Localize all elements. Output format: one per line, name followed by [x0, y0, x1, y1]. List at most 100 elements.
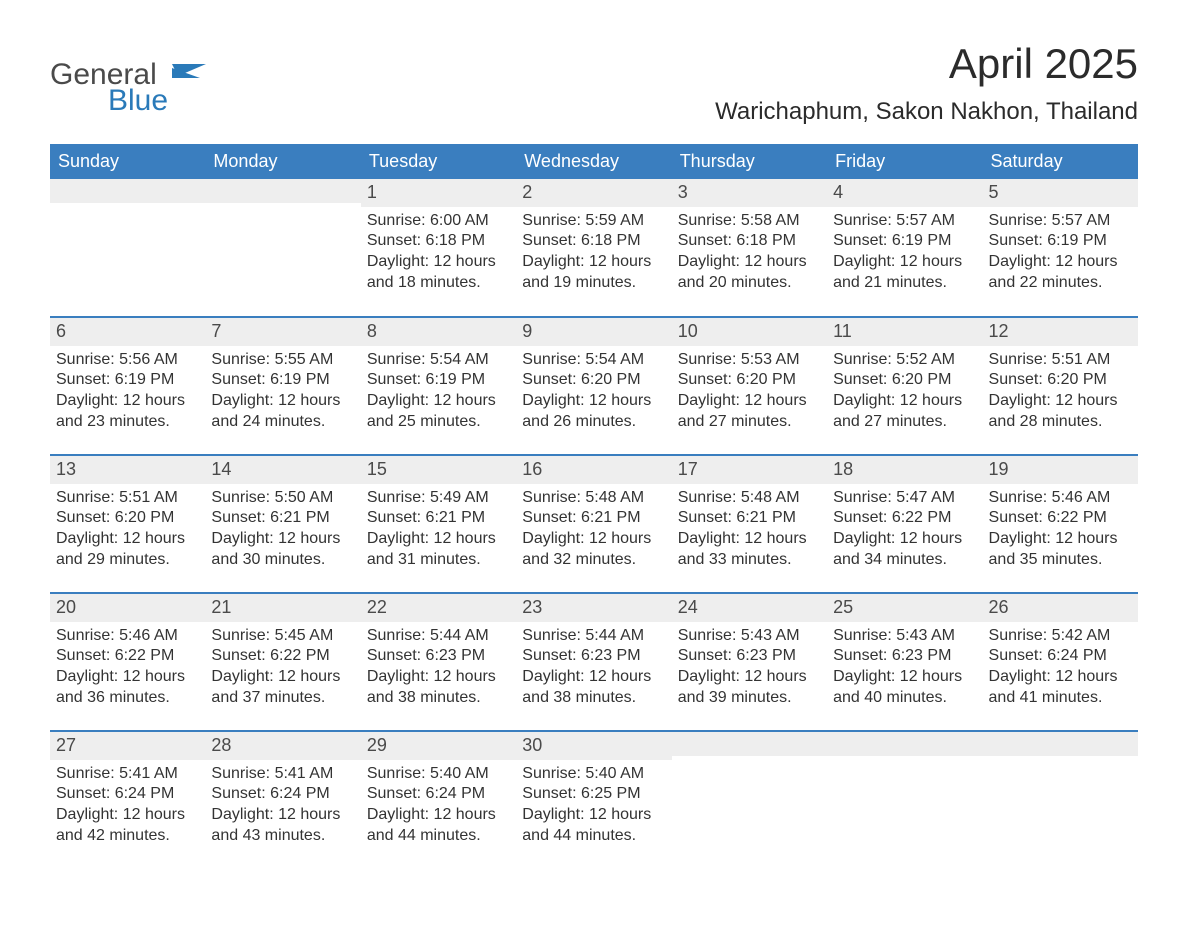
day-number: 25 [827, 594, 982, 622]
day-number: 13 [50, 456, 205, 484]
day-details: Sunrise: 5:44 AMSunset: 6:23 PMDaylight:… [361, 622, 516, 713]
day-number: 28 [205, 732, 360, 760]
sunrise-line: Sunrise: 5:52 AM [833, 350, 976, 371]
calendar-day-cell: 28Sunrise: 5:41 AMSunset: 6:24 PMDayligh… [205, 731, 360, 869]
day-details: Sunrise: 5:42 AMSunset: 6:24 PMDaylight:… [983, 622, 1138, 713]
sunset-line: Sunset: 6:18 PM [367, 231, 510, 252]
daylight-line-1: Daylight: 12 hours [833, 529, 976, 550]
daylight-line-1: Daylight: 12 hours [367, 667, 510, 688]
brand-word-2: Blue [50, 86, 168, 116]
page-header: General Blue April 2025 Warichaphum, Sak… [50, 40, 1138, 126]
daylight-line-1: Daylight: 12 hours [56, 805, 199, 826]
sunset-line: Sunset: 6:19 PM [367, 370, 510, 391]
calendar-table: Sunday Monday Tuesday Wednesday Thursday… [50, 144, 1138, 869]
flag-icon [172, 64, 206, 93]
sunrise-line: Sunrise: 5:59 AM [522, 211, 665, 232]
day-number: 27 [50, 732, 205, 760]
daylight-line-2: and 19 minutes. [522, 273, 665, 294]
daylight-line-2: and 38 minutes. [367, 688, 510, 709]
daylight-line-2: and 36 minutes. [56, 688, 199, 709]
day-number: 21 [205, 594, 360, 622]
calendar-day-cell: 14Sunrise: 5:50 AMSunset: 6:21 PMDayligh… [205, 455, 360, 593]
day-number: 12 [983, 318, 1138, 346]
day-details: Sunrise: 5:50 AMSunset: 6:21 PMDaylight:… [205, 484, 360, 575]
day-details: Sunrise: 5:47 AMSunset: 6:22 PMDaylight:… [827, 484, 982, 575]
calendar-page: General Blue April 2025 Warichaphum, Sak… [0, 0, 1188, 929]
sunrise-line: Sunrise: 5:54 AM [367, 350, 510, 371]
calendar-day-cell: 13Sunrise: 5:51 AMSunset: 6:20 PMDayligh… [50, 455, 205, 593]
daylight-line-2: and 32 minutes. [522, 550, 665, 571]
day-details: Sunrise: 5:52 AMSunset: 6:20 PMDaylight:… [827, 346, 982, 437]
day-details: Sunrise: 5:58 AMSunset: 6:18 PMDaylight:… [672, 207, 827, 298]
sunset-line: Sunset: 6:18 PM [522, 231, 665, 252]
daylight-line-1: Daylight: 12 hours [367, 529, 510, 550]
calendar-day-cell: 1Sunrise: 6:00 AMSunset: 6:18 PMDaylight… [361, 179, 516, 317]
daylight-line-2: and 41 minutes. [989, 688, 1132, 709]
sunrise-line: Sunrise: 5:46 AM [56, 626, 199, 647]
month-title: April 2025 [715, 40, 1138, 88]
day-details: Sunrise: 5:40 AMSunset: 6:25 PMDaylight:… [516, 760, 671, 851]
sunset-line: Sunset: 6:20 PM [522, 370, 665, 391]
calendar-day-cell: 5Sunrise: 5:57 AMSunset: 6:19 PMDaylight… [983, 179, 1138, 317]
daylight-line-1: Daylight: 12 hours [56, 391, 199, 412]
daylight-line-2: and 28 minutes. [989, 412, 1132, 433]
day-details: Sunrise: 5:40 AMSunset: 6:24 PMDaylight:… [361, 760, 516, 851]
sunrise-line: Sunrise: 5:53 AM [678, 350, 821, 371]
calendar-day-cell: 17Sunrise: 5:48 AMSunset: 6:21 PMDayligh… [672, 455, 827, 593]
sunrise-line: Sunrise: 5:42 AM [989, 626, 1132, 647]
day-number: 16 [516, 456, 671, 484]
calendar-day-cell: 18Sunrise: 5:47 AMSunset: 6:22 PMDayligh… [827, 455, 982, 593]
sunset-line: Sunset: 6:24 PM [989, 646, 1132, 667]
sunset-line: Sunset: 6:24 PM [367, 784, 510, 805]
calendar-day-cell: 2Sunrise: 5:59 AMSunset: 6:18 PMDaylight… [516, 179, 671, 317]
sunset-line: Sunset: 6:19 PM [833, 231, 976, 252]
day-number: 23 [516, 594, 671, 622]
day-details: Sunrise: 5:41 AMSunset: 6:24 PMDaylight:… [205, 760, 360, 851]
sunrise-line: Sunrise: 5:40 AM [367, 764, 510, 785]
daylight-line-1: Daylight: 12 hours [56, 667, 199, 688]
day-number: 20 [50, 594, 205, 622]
day-number: 19 [983, 456, 1138, 484]
daylight-line-1: Daylight: 12 hours [522, 529, 665, 550]
weekday-header: Monday [205, 144, 360, 179]
day-number: 3 [672, 179, 827, 207]
daylight-line-1: Daylight: 12 hours [989, 667, 1132, 688]
sunset-line: Sunset: 6:23 PM [522, 646, 665, 667]
daylight-line-2: and 22 minutes. [989, 273, 1132, 294]
day-details: Sunrise: 5:51 AMSunset: 6:20 PMDaylight:… [983, 346, 1138, 437]
sunrise-line: Sunrise: 5:43 AM [678, 626, 821, 647]
calendar-day-cell [50, 179, 205, 317]
calendar-day-cell [983, 731, 1138, 869]
sunrise-line: Sunrise: 5:49 AM [367, 488, 510, 509]
day-number: 24 [672, 594, 827, 622]
day-details: Sunrise: 5:46 AMSunset: 6:22 PMDaylight:… [983, 484, 1138, 575]
sunrise-line: Sunrise: 5:43 AM [833, 626, 976, 647]
daylight-line-2: and 44 minutes. [367, 826, 510, 847]
day-details: Sunrise: 5:51 AMSunset: 6:20 PMDaylight:… [50, 484, 205, 575]
daylight-line-1: Daylight: 12 hours [367, 805, 510, 826]
daylight-line-1: Daylight: 12 hours [211, 529, 354, 550]
sunrise-line: Sunrise: 5:48 AM [522, 488, 665, 509]
day-number: 17 [672, 456, 827, 484]
calendar-week-row: 13Sunrise: 5:51 AMSunset: 6:20 PMDayligh… [50, 455, 1138, 593]
day-details: Sunrise: 5:55 AMSunset: 6:19 PMDaylight:… [205, 346, 360, 437]
calendar-week-row: 20Sunrise: 5:46 AMSunset: 6:22 PMDayligh… [50, 593, 1138, 731]
sunrise-line: Sunrise: 5:46 AM [989, 488, 1132, 509]
daylight-line-1: Daylight: 12 hours [989, 529, 1132, 550]
day-details: Sunrise: 5:48 AMSunset: 6:21 PMDaylight:… [516, 484, 671, 575]
calendar-day-cell: 26Sunrise: 5:42 AMSunset: 6:24 PMDayligh… [983, 593, 1138, 731]
sunrise-line: Sunrise: 5:54 AM [522, 350, 665, 371]
sunset-line: Sunset: 6:24 PM [56, 784, 199, 805]
calendar-day-cell: 16Sunrise: 5:48 AMSunset: 6:21 PMDayligh… [516, 455, 671, 593]
calendar-day-cell: 22Sunrise: 5:44 AMSunset: 6:23 PMDayligh… [361, 593, 516, 731]
calendar-day-cell [827, 731, 982, 869]
daylight-line-1: Daylight: 12 hours [56, 529, 199, 550]
daylight-line-1: Daylight: 12 hours [522, 667, 665, 688]
sunrise-line: Sunrise: 5:57 AM [833, 211, 976, 232]
sunset-line: Sunset: 6:20 PM [56, 508, 199, 529]
calendar-day-cell: 21Sunrise: 5:45 AMSunset: 6:22 PMDayligh… [205, 593, 360, 731]
sunrise-line: Sunrise: 5:40 AM [522, 764, 665, 785]
sunset-line: Sunset: 6:25 PM [522, 784, 665, 805]
daylight-line-2: and 21 minutes. [833, 273, 976, 294]
day-number: 9 [516, 318, 671, 346]
